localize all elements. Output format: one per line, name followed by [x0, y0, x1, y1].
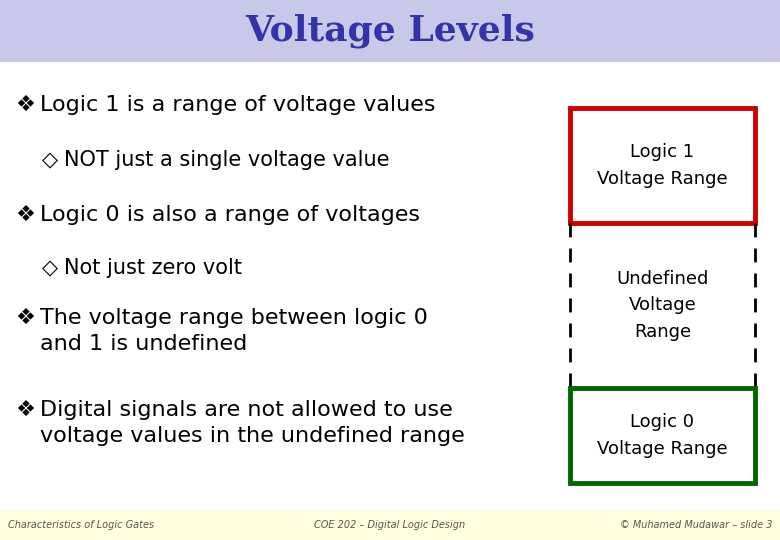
Text: NOT just a single voltage value: NOT just a single voltage value	[64, 150, 389, 170]
Text: ❖: ❖	[15, 308, 35, 328]
Text: © Muhamed Mudawar – slide 3: © Muhamed Mudawar – slide 3	[619, 520, 772, 530]
Text: Voltage Levels: Voltage Levels	[245, 14, 535, 48]
Bar	[0, 510, 780, 540]
Text: Characteristics of Logic Gates: Characteristics of Logic Gates	[8, 520, 154, 530]
Text: Logic 1
Voltage Range: Logic 1 Voltage Range	[597, 143, 728, 188]
Text: ◇: ◇	[42, 150, 58, 170]
Text: ◇: ◇	[42, 258, 58, 278]
Text: Digital signals are not allowed to use
voltage values in the undefined range: Digital signals are not allowed to use v…	[40, 400, 465, 447]
Text: Logic 1 is a range of voltage values: Logic 1 is a range of voltage values	[40, 95, 435, 115]
Text: COE 202 – Digital Logic Design: COE 202 – Digital Logic Design	[314, 520, 466, 530]
Text: Not just zero volt: Not just zero volt	[64, 258, 242, 278]
Text: ❖: ❖	[15, 205, 35, 225]
Bar	[570, 108, 755, 223]
Text: Logic 0 is also a range of voltages: Logic 0 is also a range of voltages	[40, 205, 420, 225]
Text: ❖: ❖	[15, 400, 35, 420]
Text: Undefined
Voltage
Range: Undefined Voltage Range	[616, 270, 709, 341]
Text: The voltage range between logic 0
and 1 is undefined: The voltage range between logic 0 and 1 …	[40, 308, 428, 354]
Bar	[0, 0, 780, 62]
Text: ❖: ❖	[15, 95, 35, 115]
Bar	[570, 388, 755, 483]
Text: Logic 0
Voltage Range: Logic 0 Voltage Range	[597, 413, 728, 458]
